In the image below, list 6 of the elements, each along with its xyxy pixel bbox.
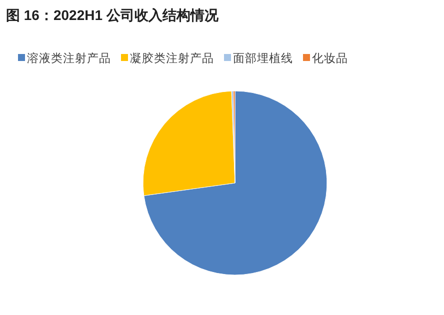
legend-label: 面部埋植线	[233, 51, 293, 65]
legend-label: 凝胶类注射产品	[130, 51, 214, 65]
legend-label: 溶液类注射产品	[27, 51, 111, 65]
chart-title: 图 16：2022H1 公司收入结构情况	[6, 7, 220, 23]
pie-slice	[144, 90, 328, 276]
legend-label: 化妆品	[312, 52, 348, 65]
